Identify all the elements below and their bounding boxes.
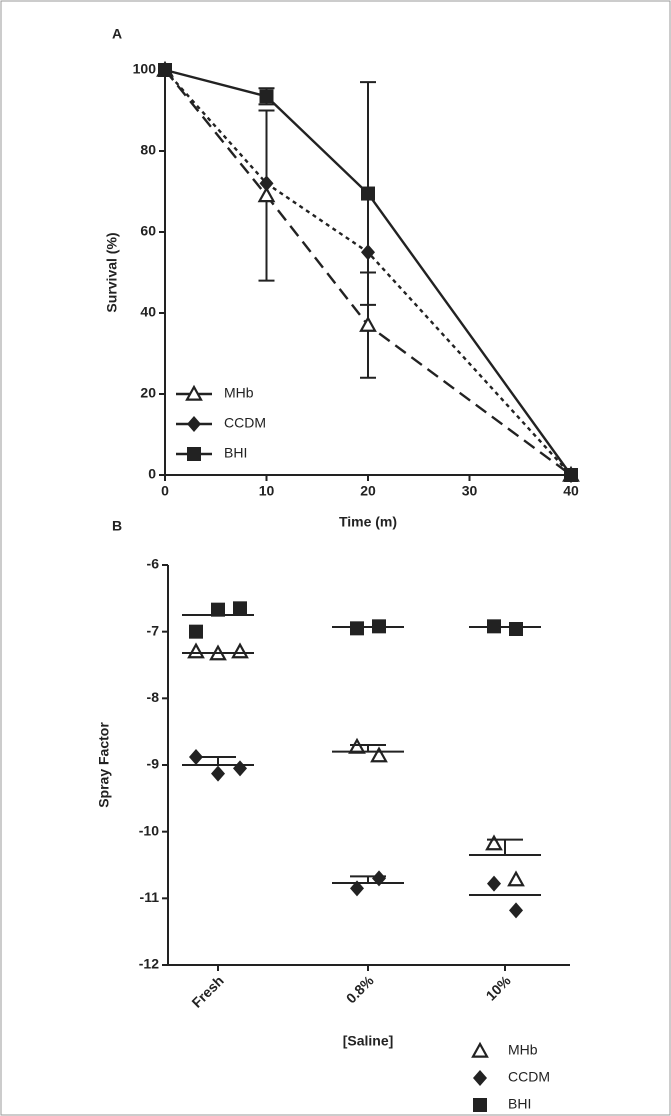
legend-label: CCDM [224,415,266,431]
x-tick-label: Fresh [188,972,226,1010]
error-bar [350,744,386,752]
legend-label: BHI [224,445,247,461]
x-tick-label: 40 [563,483,579,499]
series-line [164,69,572,476]
marker [509,902,523,919]
error-bar [350,875,386,883]
x-tick-label: 10 [259,483,275,499]
series-line [164,68,572,476]
marker [257,186,276,203]
marker [473,1070,487,1086]
marker [485,834,503,851]
legend-label: MHb [508,1042,538,1058]
marker [473,1098,487,1112]
marker [259,175,274,192]
y-tick-label: -11 [140,889,160,905]
y-axis-label: Survival (%) [104,232,120,312]
marker [158,63,172,77]
marker [185,384,203,401]
y-tick-label: -10 [139,822,159,838]
x-axis-label: [Saline] [343,1033,394,1049]
marker [189,749,203,765]
marker [211,602,225,617]
x-tick-label: 0 [161,483,169,499]
marker [350,880,364,897]
marker [564,468,578,482]
marker [233,601,247,616]
y-tick-label: 40 [140,304,156,320]
y-tick-label: 60 [140,223,156,239]
marker [211,765,225,782]
y-tick-label: 100 [133,61,157,77]
x-tick-label: 10% [483,972,515,1004]
marker [187,416,201,432]
y-tick-label: -9 [147,756,160,772]
marker [370,746,388,763]
marker [187,447,201,461]
panel-label: A [112,26,122,42]
marker [350,621,364,636]
marker [507,870,525,887]
error-bar [487,838,523,855]
y-tick-label: 20 [140,385,156,401]
y-tick-label: -12 [139,956,159,972]
series-line [164,69,572,476]
marker [509,622,523,636]
y-tick-label: 80 [140,142,156,158]
x-tick-label: 30 [462,483,478,499]
marker [189,624,203,639]
y-tick-label: -8 [147,689,160,705]
y-tick-label: 0 [148,466,156,482]
y-tick-label: -7 [147,622,160,638]
panel-label: B [112,518,122,534]
marker [259,89,274,104]
x-axis-label: Time (m) [339,514,397,530]
marker [187,642,205,659]
legend-label: MHb [224,385,254,401]
marker [471,1041,489,1058]
marker [359,315,377,332]
error-bar [200,756,236,765]
x-tick-label: 20 [360,483,376,499]
legend-label: CCDM [508,1069,550,1085]
marker [487,875,501,892]
x-tick-label: 0.8% [343,972,377,1006]
legend-label: BHI [508,1096,531,1112]
y-axis-label: Spray Factor [96,722,112,808]
marker [233,760,247,777]
marker [361,186,375,201]
marker [231,642,249,659]
y-tick-label: -6 [147,556,160,572]
